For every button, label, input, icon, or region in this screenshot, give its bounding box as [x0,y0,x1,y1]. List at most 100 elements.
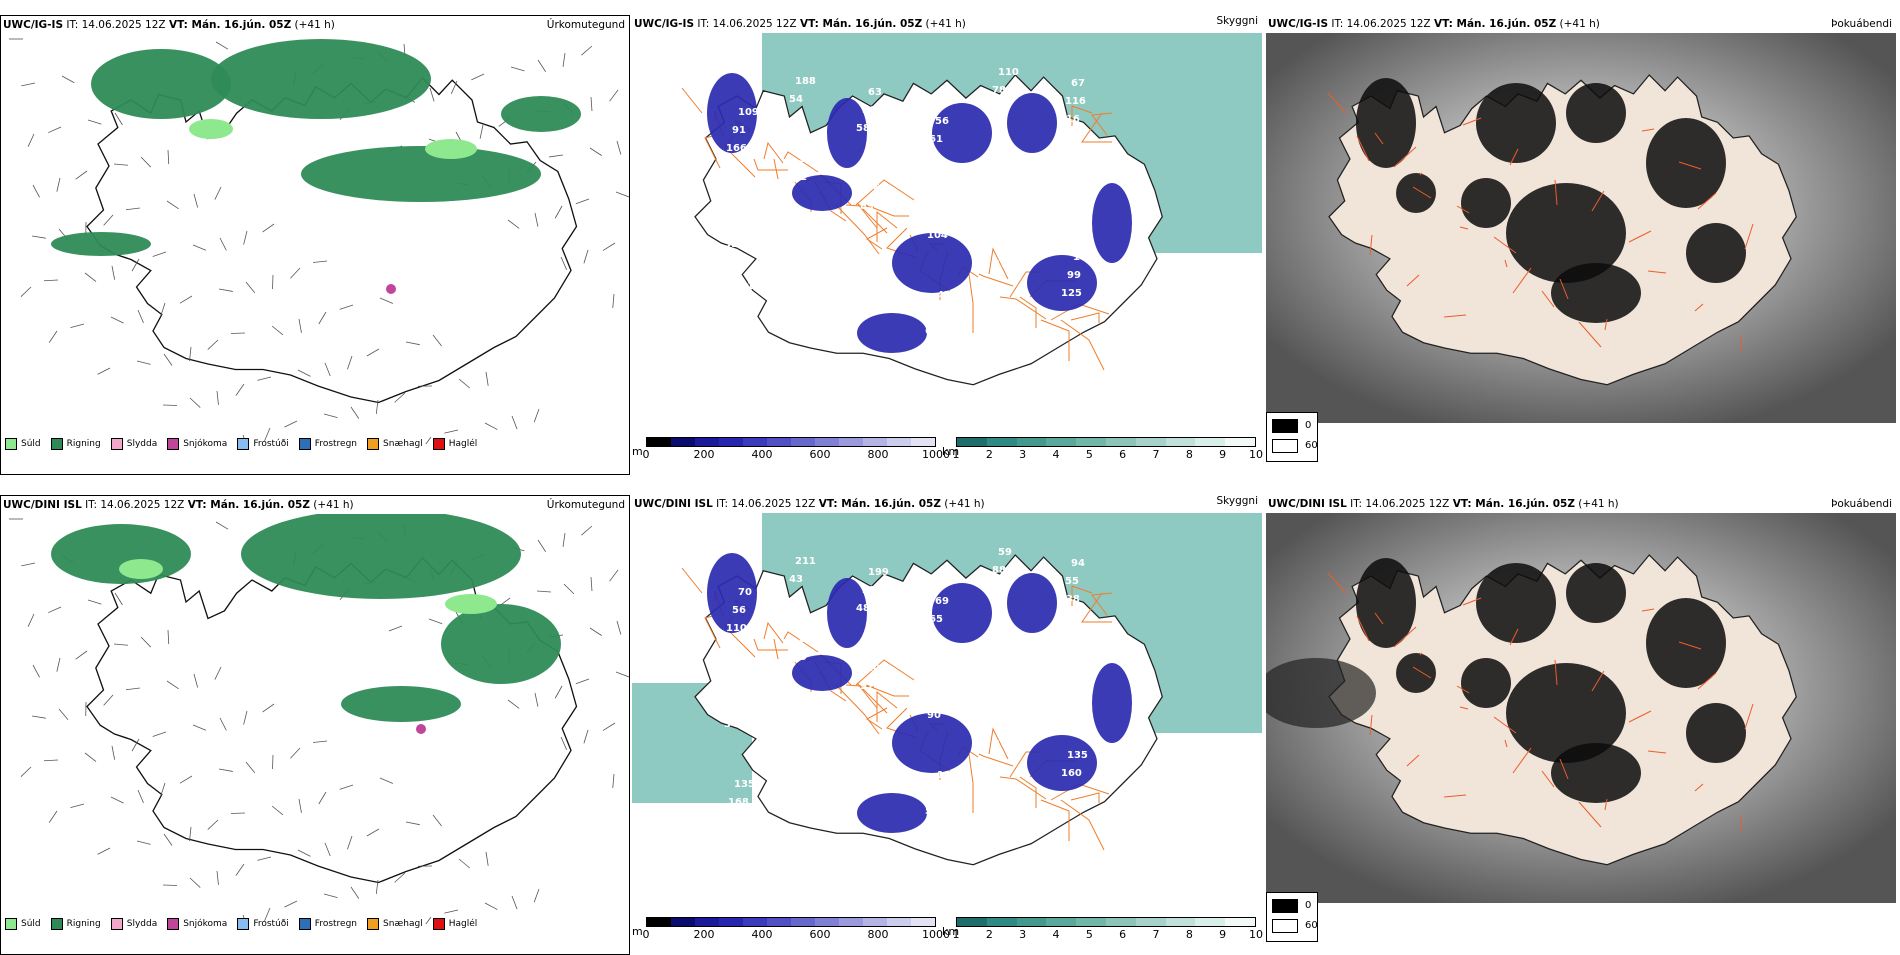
cloud-base-value: 89 [939,194,953,205]
panel-title: UWC/IG-IS IT: 14.06.2025 12Z VT: Mán. 16… [3,19,335,31]
colorbar-cell [1136,438,1166,446]
precip-map [1,34,629,444]
cloud-base-value: 110 [998,67,1019,78]
cloud-base-value: 56 [862,105,876,116]
cloud-base-value: 116 [1065,96,1086,107]
cloud-base-value: 120 [1000,241,1021,252]
precip-type-label: Úrkomutegund [547,19,625,31]
legend-swatch [167,438,179,450]
cloud-base-value: 143 [870,741,891,752]
colorbar-tick: 2 [986,928,993,941]
cloud-base-value: 50 [925,806,939,817]
colorbar-cell [791,438,815,446]
colorbar-tick: 8 [1186,928,1193,941]
cloud-base-value: 74 [797,730,811,741]
cloud-base-value: 281 [933,692,954,703]
cloud-base-value: 82 [933,212,947,223]
colorbar-cell [957,438,987,446]
cloud-base-value: 52 [793,172,807,183]
precip-legend-item: Rigning [51,438,101,450]
legend-label: Frostregn [315,919,357,929]
cloud-base-value: 138 [1059,594,1080,605]
cloud-base-value: 145 [1004,799,1025,810]
precip-legend-item: Slydda [111,918,157,930]
cloud-base-value: 61 [740,281,754,292]
colorbar-cell [1046,438,1076,446]
legend-swatch [367,918,379,930]
cloud-base-value: 168 [728,797,749,808]
colorbar-tick: 3 [1019,928,1026,941]
cloud-base-value: 10 [866,663,880,674]
cloud-base-value: 75 [1002,145,1016,156]
legend-label: Snæhagl [383,439,423,449]
cloud-base-value: 125 [1061,288,1082,299]
legend-swatch [5,918,17,930]
colorbar-cell [743,918,767,926]
fog-legend-row2: 0 60 [1266,892,1318,942]
legend-label: Haglél [449,919,478,929]
colorbar-tick: 3 [1019,448,1026,461]
colorbar-cell [863,438,887,446]
panel-title: UWC/DINI ISL IT: 14.06.2025 12Z VT: Mán.… [634,498,985,510]
cloud-base-value: 66 [736,683,750,694]
cloud-base-value: 211 [795,556,816,567]
panel-title: UWC/DINI ISL IT: 14.06.2025 12Z VT: Mán.… [1268,498,1619,510]
cloud-base-value: 62 [799,634,813,645]
colorbar-tick: 2 [986,448,993,461]
legend-swatch [51,438,63,450]
cloud-base-value: 479 [937,290,958,301]
cloud-base-value: 59 [998,547,1012,558]
colorbar-cell [1076,438,1106,446]
legend-swatch [111,918,123,930]
cloud-base-value: 88 [992,565,1006,576]
cloud-base-value: 51 [722,65,736,76]
colorbar-cell [1106,918,1136,926]
cloud-base-value: 60 [1069,654,1083,665]
cloud-base-value: 94 [1071,558,1085,569]
colorbar-tick: 600 [810,448,831,461]
colorbar-tick: 9 [1219,448,1226,461]
colorbar-cell [767,918,791,926]
cloud-base-value: 97 [860,681,874,692]
colorbar-cell [671,438,695,446]
colorbar-cell [647,438,671,446]
precip-legend-item: Rigning [51,918,101,930]
colorbar-cell [839,438,863,446]
precip-legend-item: Snjókoma [167,918,227,930]
cloud-base-value: 105 [937,770,958,781]
legend-swatch [111,438,123,450]
colorbar-cell [695,438,719,446]
precip-map [1,514,629,924]
colorbar-cell [911,918,935,926]
legend-label: Slydda [127,919,157,929]
colorbar-tick: 1 [953,928,960,941]
cloud-base-value: 56 [732,605,746,616]
cloud-base-value: 78 [992,85,1006,96]
legend-label: Haglél [449,439,478,449]
fog-white-swatch [1272,439,1298,453]
precip-panel-row1: UWC/IG-IS IT: 14.06.2025 12Z VT: Mán. 16… [0,15,630,475]
cloud-base-value: 157 [736,203,757,214]
cloud-map: 5154584347605145111697811616652891041131… [632,33,1262,423]
cloud-base-value: 84 [801,328,815,339]
cloud-base-value: 100 [931,308,952,319]
colorbar-cell [1017,438,1047,446]
cloud-base-value: 157 [803,712,824,723]
panel-title: UWC/DINI ISL IT: 14.06.2025 12Z VT: Mán.… [3,499,354,511]
colorbar-cell [1076,918,1106,926]
cloud-base-value: 188 [795,76,816,87]
cloud-base-value: 78 [1002,625,1016,636]
fog-index-label: Þokuábendi [1831,498,1892,510]
legend-label: Frostúði [253,919,288,929]
cloud-base-value: 54 [789,94,803,105]
cloud-base-value: 43 [923,152,937,163]
colorbar-tick: 10 [1249,448,1263,461]
colorbar-cell [1225,918,1255,926]
colorbar-cell [957,918,987,926]
legend-label: Snæhagl [383,919,423,929]
colorbar-cell [743,438,767,446]
cloud-base-value: 106 [803,232,824,243]
colorbar-cell [839,918,863,926]
